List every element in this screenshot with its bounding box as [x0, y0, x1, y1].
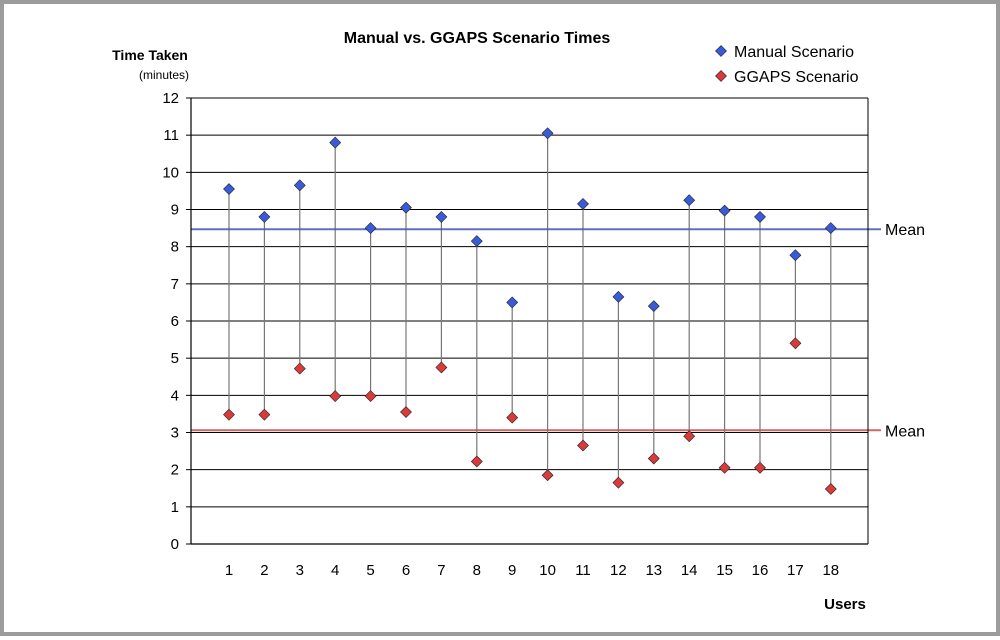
y-tick-label: 5: [171, 350, 179, 367]
y-tick-label: 11: [163, 127, 179, 144]
data-points: [223, 127, 837, 495]
ggaps-point: [824, 483, 837, 495]
mean-lines: [191, 228, 881, 432]
mean-label-ggaps: Mean: [885, 423, 925, 440]
x-tick-label: 18: [822, 562, 839, 579]
mean-label-manual: Mean: [885, 222, 925, 239]
y-tick-label: 7: [171, 276, 179, 293]
manual-point: [612, 290, 625, 303]
x-tick-label: 12: [610, 562, 627, 579]
ggaps-point: [754, 461, 766, 474]
x-tick-label: 15: [716, 562, 733, 579]
ggaps-point: [789, 337, 802, 350]
ggaps-point: [223, 408, 235, 421]
x-axis-title: Users: [824, 596, 866, 613]
ggaps-point: [258, 408, 271, 421]
connector-lines: [228, 133, 832, 489]
ggaps-point: [329, 390, 342, 403]
manual-point: [754, 211, 766, 223]
y-tick-label: 3: [171, 425, 179, 442]
ggaps-point: [612, 476, 625, 489]
x-tick-label: 13: [645, 562, 662, 579]
x-tick-label: 7: [437, 562, 445, 579]
manual-point: [683, 194, 696, 207]
x-tick-label: 1: [225, 562, 233, 579]
manual-point: [258, 211, 271, 223]
manual-point: [400, 201, 412, 214]
x-tick-label: 16: [752, 562, 769, 579]
x-tick-label: 2: [260, 562, 268, 579]
legend-marker-manual: [715, 45, 727, 57]
chart-title: Manual vs. GGAPS Scenario Times: [344, 30, 611, 47]
y-axis-title: Time Taken: [112, 47, 188, 63]
x-tick-label: 5: [366, 562, 374, 579]
manual-point: [435, 211, 448, 223]
legend-marker-ggaps: [715, 70, 727, 82]
gridlines: [191, 97, 868, 508]
manual-point: [541, 127, 554, 140]
y-tick-label: 1: [171, 499, 179, 516]
ggaps-point: [718, 461, 731, 474]
y-tick-label: 8: [171, 239, 179, 256]
ggaps-point: [364, 390, 377, 403]
x-tick-label: 3: [296, 562, 304, 579]
manual-point: [329, 136, 342, 149]
x-tick-label: 14: [681, 562, 698, 579]
x-tick-label: 4: [331, 562, 339, 579]
y-tick-label: 4: [171, 387, 179, 404]
manual-point: [293, 179, 306, 192]
manual-point: [364, 222, 377, 235]
ggaps-point: [683, 430, 696, 443]
manual-point: [824, 222, 837, 235]
legend: Manual Scenario GGAPS Scenario: [715, 44, 859, 86]
manual-point: [223, 183, 235, 195]
legend-label-manual: Manual Scenario: [734, 44, 854, 61]
ggaps-point: [647, 452, 660, 465]
legend-label-ggaps: GGAPS Scenario: [734, 69, 859, 86]
ggaps-point: [435, 361, 448, 374]
y-tick-label: 9: [171, 202, 179, 219]
x-tick-label: 8: [473, 562, 481, 579]
manual-point: [789, 249, 802, 262]
y-tick-label: 6: [171, 313, 179, 330]
ggaps-point: [506, 411, 519, 424]
y-axis-unit: (minutes): [139, 68, 189, 82]
x-tick-label: 10: [539, 562, 556, 579]
ggaps-point: [293, 362, 306, 375]
y-tick-label: 0: [171, 536, 179, 553]
manual-point: [506, 296, 519, 309]
manual-point: [577, 198, 589, 210]
x-tick-label: 9: [508, 562, 516, 579]
y-tick-label: 12: [162, 90, 179, 107]
y-tick-label: 2: [171, 462, 179, 479]
ggaps-point: [400, 406, 412, 418]
manual-point: [470, 235, 483, 248]
ggaps-point: [577, 439, 589, 452]
x-tick-label: 11: [575, 562, 591, 579]
ggaps-point: [541, 469, 554, 482]
manual-point: [718, 204, 731, 217]
x-tick-label: 6: [402, 562, 410, 579]
x-tick-label: 17: [787, 562, 804, 579]
y-tick-label: 10: [162, 164, 179, 181]
manual-point: [647, 300, 660, 313]
ggaps-point: [470, 455, 483, 468]
